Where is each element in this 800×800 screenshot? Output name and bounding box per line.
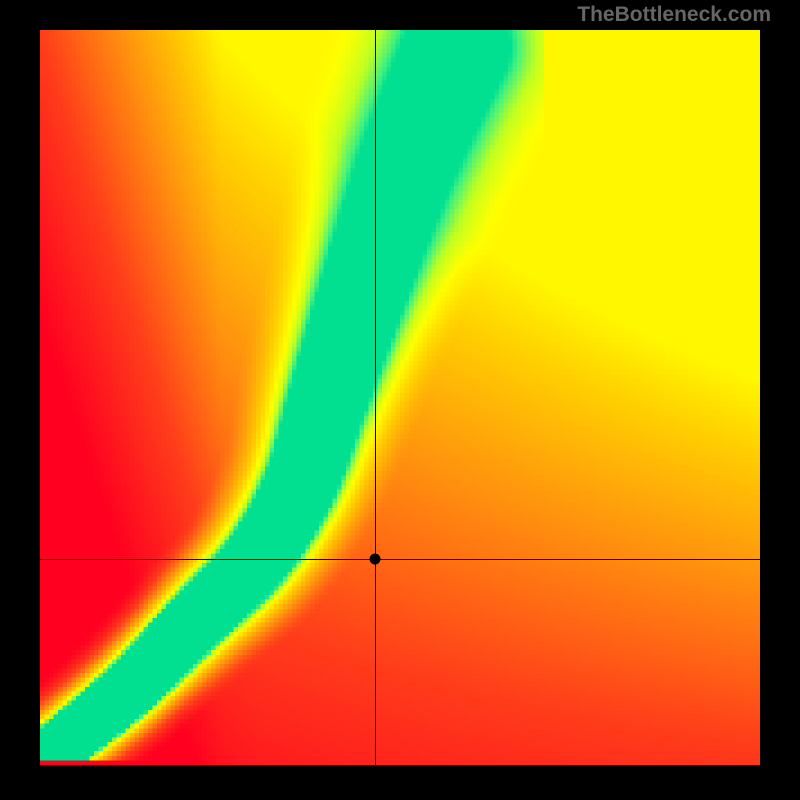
watermark-text: TheBottleneck.com — [577, 3, 771, 27]
chart-container: TheBottleneck.com — [0, 0, 800, 800]
heatmap-plot — [40, 30, 760, 765]
crosshair-vertical — [375, 30, 376, 765]
marker-point — [369, 554, 380, 565]
crosshair-horizontal — [40, 559, 760, 560]
